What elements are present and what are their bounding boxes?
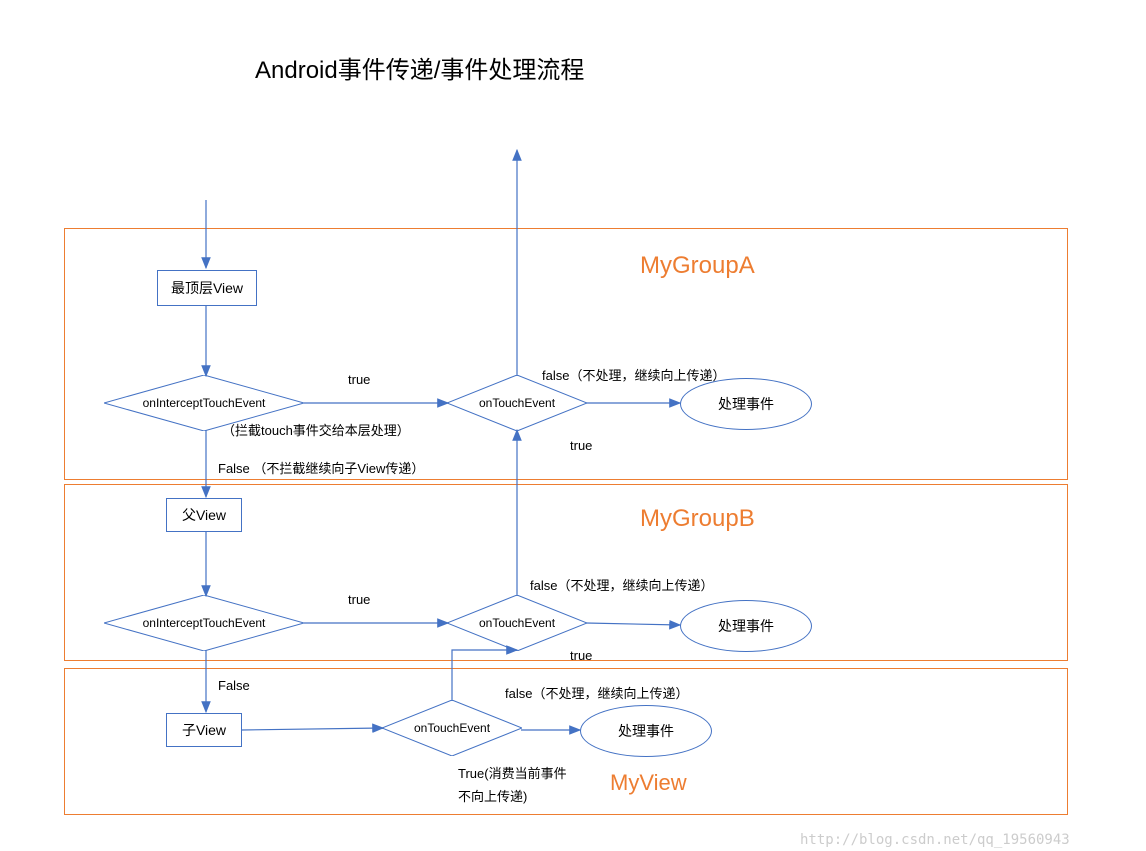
top-view-node: 最顶层View [157,270,257,306]
handle-c-label: 处理事件 [618,721,674,741]
edge-label: False （不拦截继续向子View传递） [218,458,424,477]
intercept-b-node: onInterceptTouchEvent [104,595,304,651]
flowchart-canvas: Android事件传递/事件处理流程 MyGroupA MyGroupB MyV… [0,0,1146,851]
touch-b-node: onTouchEvent [447,595,587,651]
touch-c-node: onTouchEvent [382,700,522,756]
edge-label: （拦截touch事件交给本层处理） [222,420,410,439]
handle-c-node: 处理事件 [580,705,712,757]
intercept-b-label: onInterceptTouchEvent [143,616,266,630]
group-b-label: MyGroupB [640,505,755,533]
edge-label: False [218,678,250,693]
touch-a-label: onTouchEvent [479,396,555,410]
edge-label: false（不处理，继续向上传递） [530,575,713,594]
handle-a-node: 处理事件 [680,378,812,430]
edge-label: true [570,648,592,663]
touch-b-label: onTouchEvent [479,616,555,630]
child-view-label: 子View [182,720,226,740]
watermark-text: http://blog.csdn.net/qq_19560943 [800,832,1070,848]
edge-label: true [348,372,370,387]
intercept-a-label: onInterceptTouchEvent [143,396,266,410]
handle-a-label: 处理事件 [718,394,774,414]
group-a-box [64,228,1068,480]
edge-label: true [570,438,592,453]
handle-b-label: 处理事件 [718,616,774,636]
parent-view-node: 父View [166,498,242,532]
myview-label: MyView [610,770,687,796]
group-a-label: MyGroupA [640,252,755,280]
handle-b-node: 处理事件 [680,600,812,652]
touch-c-label: onTouchEvent [414,721,490,735]
diagram-title: Android事件传递/事件处理流程 [255,50,584,85]
parent-view-label: 父View [182,505,226,525]
edge-label: true [348,592,370,607]
edge-label: false（不处理，继续向上传递） [505,683,688,702]
edge-label: false（不处理，继续向上传递） [542,365,725,384]
top-view-label: 最顶层View [171,278,243,298]
child-view-node: 子View [166,713,242,747]
edge-label: 不向上传递) [458,786,527,805]
edge-label: True(消费当前事件 [458,763,567,782]
